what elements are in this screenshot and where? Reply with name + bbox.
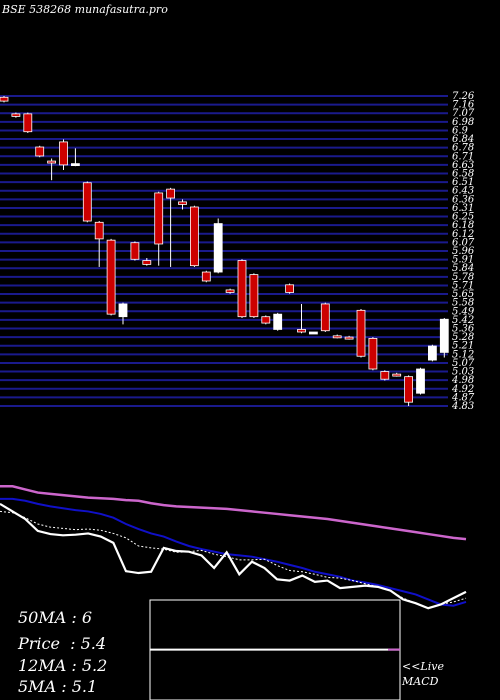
price-tick-label: 5.71 — [452, 280, 474, 291]
candle-body — [297, 329, 306, 333]
candle-body — [0, 96, 9, 102]
price-tick-label: 5.96 — [452, 246, 475, 257]
stat-50ma: 50MA : 6 — [18, 608, 93, 627]
candle-body — [189, 206, 199, 267]
price-tick-label: 7.07 — [452, 108, 475, 119]
price-tick-label: 5.21 — [452, 341, 474, 352]
price-tick-label: 5.07 — [452, 358, 475, 369]
candle-body — [178, 201, 187, 205]
candle-body — [201, 271, 211, 282]
price-tick-label: 6.98 — [452, 117, 474, 128]
price-tick-label: 6.84 — [452, 134, 474, 145]
price-tick-label: 5.12 — [452, 349, 474, 360]
price-tick-label: 6.07 — [452, 237, 475, 248]
price-tick-label: 4.83 — [451, 401, 474, 412]
price-tick-label: 7.26 — [452, 91, 475, 102]
candle-body — [356, 309, 366, 357]
candle-body — [427, 345, 437, 361]
candle-body — [392, 373, 402, 377]
price-tick-label: 7.16 — [452, 100, 475, 111]
price-tick-label: 4.92 — [451, 384, 474, 395]
candle-body — [71, 163, 80, 167]
candle-body — [225, 289, 235, 293]
price-tick-label: 6.12 — [452, 229, 474, 240]
macd-label: MACD — [402, 675, 439, 688]
price-tick-label: 5.65 — [452, 289, 474, 300]
candle-body — [59, 141, 68, 166]
price-tick-label: 6.58 — [452, 169, 474, 180]
candle-body — [261, 316, 271, 324]
candle-body — [118, 303, 128, 318]
price-tick-label: 6.31 — [452, 203, 474, 214]
price-tick-label: 6.78 — [452, 143, 474, 154]
indicator-line-ma_long — [0, 485, 467, 541]
candle-body — [154, 192, 164, 245]
price-tick-label: 5.49 — [452, 306, 475, 317]
candle-body — [11, 113, 21, 117]
candle-body — [237, 260, 247, 318]
price-tick-label: 4.87 — [451, 392, 475, 403]
candle-body — [23, 113, 33, 133]
chart-header: BSE 538268 munafasutra.pro — [2, 3, 168, 16]
price-tick-label: 6.25 — [452, 212, 474, 223]
price-tick-label: 6.36 — [452, 194, 475, 205]
candle-body — [380, 371, 390, 380]
candle-body — [94, 221, 104, 240]
candle-body — [249, 274, 259, 318]
candle-body — [273, 313, 283, 330]
indicator-line-ma_mid — [0, 497, 467, 607]
price-tick-label: 5.42 — [452, 315, 474, 326]
macd-legend: <<Live MACD — [402, 659, 444, 689]
exchange-code: BSE 538268 — [2, 3, 72, 16]
price-tick-label: 5.58 — [452, 298, 474, 309]
candle-body — [213, 223, 223, 273]
candle-body — [47, 160, 56, 164]
candle-body — [166, 188, 176, 199]
stat-5ma: 5MA : 5.1 — [18, 677, 98, 696]
candle-body — [320, 303, 330, 332]
price-tick-label: 6.18 — [452, 220, 474, 231]
price-tick-label: 5.78 — [452, 272, 474, 283]
price-tick-label: 5.03 — [452, 367, 474, 378]
live-link[interactable]: <<Live — [402, 660, 444, 673]
candle-body — [35, 146, 45, 157]
stat-12ma: 12MA : 5.2 — [18, 656, 108, 675]
price-tick-label: 5.84 — [452, 263, 474, 274]
price-tick-label: 6.63 — [452, 160, 474, 171]
price-tick-label: 4.98 — [451, 375, 474, 386]
candle-body — [308, 331, 318, 335]
candle-body — [106, 239, 116, 315]
price-tick-label: 6.51 — [452, 177, 474, 188]
price-tick-label: 6.43 — [452, 186, 474, 197]
indicator-line-price — [0, 502, 467, 610]
candle-body — [404, 376, 414, 403]
candle-body — [332, 335, 342, 339]
site-name: munafasutra.pro — [74, 3, 168, 16]
stat-price: Price : 5.4 — [18, 634, 107, 653]
candle-body — [285, 284, 295, 293]
price-tick-label: 5.36 — [452, 324, 475, 335]
candle-body — [368, 337, 378, 370]
candle-body — [439, 318, 449, 353]
price-tick-label: 5.91 — [452, 255, 474, 266]
price-tick-label: 6.9 — [452, 125, 469, 136]
price-tick-label: 6.71 — [452, 151, 474, 162]
candle-body — [130, 242, 140, 260]
candle-body — [142, 260, 152, 265]
price-tick-label: 5.28 — [452, 332, 474, 343]
candle-body — [416, 368, 425, 394]
candle-body — [344, 336, 354, 340]
candle-body — [82, 182, 92, 222]
